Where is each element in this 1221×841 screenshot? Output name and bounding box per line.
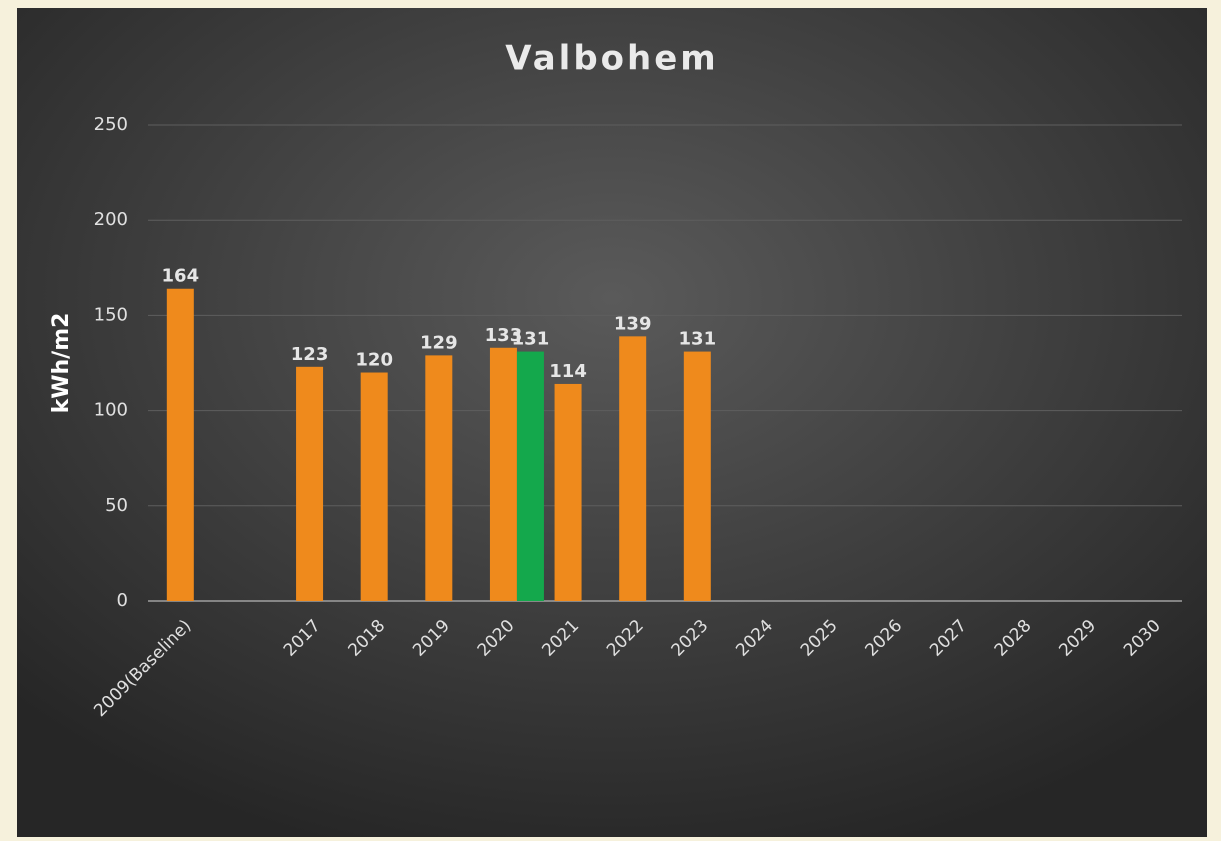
data-label: 131 [679, 329, 717, 350]
data-label: 123 [291, 344, 329, 365]
bar [554, 383, 582, 601]
y-axis-label: kWh/m2 [49, 313, 74, 414]
chart-background [17, 8, 1207, 837]
y-tick-label: 200 [94, 209, 128, 230]
data-label: 164 [162, 266, 200, 287]
data-label: 131 [512, 329, 550, 350]
bar [360, 372, 388, 601]
bar [425, 355, 453, 601]
bar [619, 336, 647, 601]
data-label: 133 [485, 325, 523, 346]
data-label: 139 [614, 313, 652, 334]
chart-title: Valbohem [505, 39, 718, 79]
y-tick-label: 0 [117, 590, 128, 611]
bar [296, 366, 324, 601]
bar [489, 347, 517, 601]
y-tick-label: 50 [105, 495, 128, 516]
y-tick-label: 250 [94, 114, 128, 135]
y-tick-label: 150 [94, 304, 128, 325]
bar [166, 288, 194, 601]
y-tick-label: 100 [94, 400, 128, 421]
bar [516, 351, 544, 601]
data-label: 114 [549, 361, 587, 382]
data-label: 120 [355, 350, 393, 371]
data-label: 129 [420, 332, 458, 353]
bar [683, 351, 711, 601]
